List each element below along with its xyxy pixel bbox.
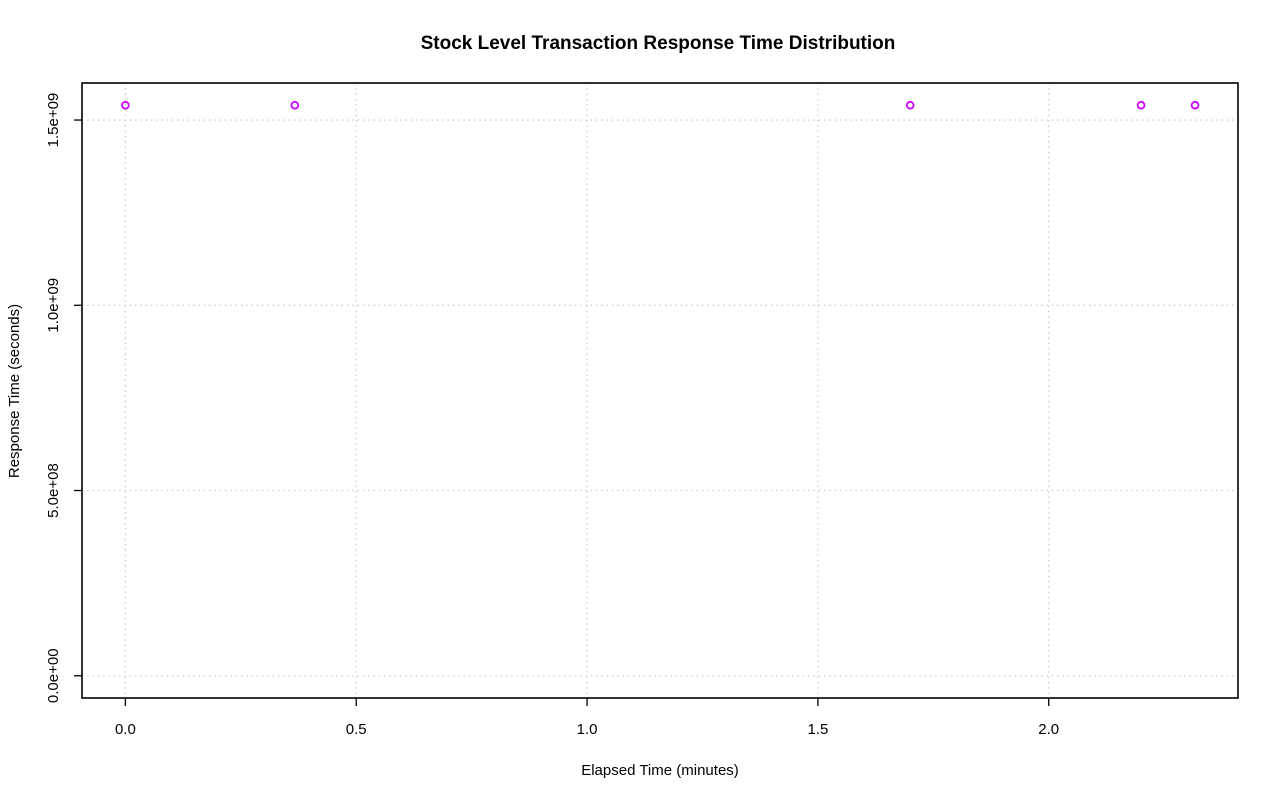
data-point [290,100,300,110]
x-axis-label: Elapsed Time (minutes) [581,762,739,779]
x-tick-label: 1.0 [577,721,598,738]
data-point [1136,100,1146,110]
points-layer [121,100,1200,110]
x-tick-label: 0.5 [346,721,367,738]
plot-frame [81,82,1239,699]
y-tick-label: 5.0e+08 [45,463,62,518]
y-tick-label: 1.0e+09 [45,278,62,333]
chart-title: Stock Level Transaction Response Time Di… [421,33,896,54]
data-point [905,100,915,110]
y-axis: 0.0e+00 5.0e+08 1.0e+09 1.5e+09 [45,93,82,703]
x-tick-label: 2.0 [1038,721,1059,738]
y-axis-label: Response Time (seconds) [6,304,23,478]
data-point [1190,100,1200,110]
grid-layer [82,83,1238,698]
data-point [121,100,130,110]
y-tick-label: 1.5e+09 [45,93,62,148]
x-axis: 0.0 0.5 1.0 1.5 2.0 [115,698,1059,738]
x-tick-label: 1.5 [807,721,828,738]
y-tick-label: 0.0e+00 [45,648,62,703]
x-tick-label: 0.0 [115,721,136,738]
